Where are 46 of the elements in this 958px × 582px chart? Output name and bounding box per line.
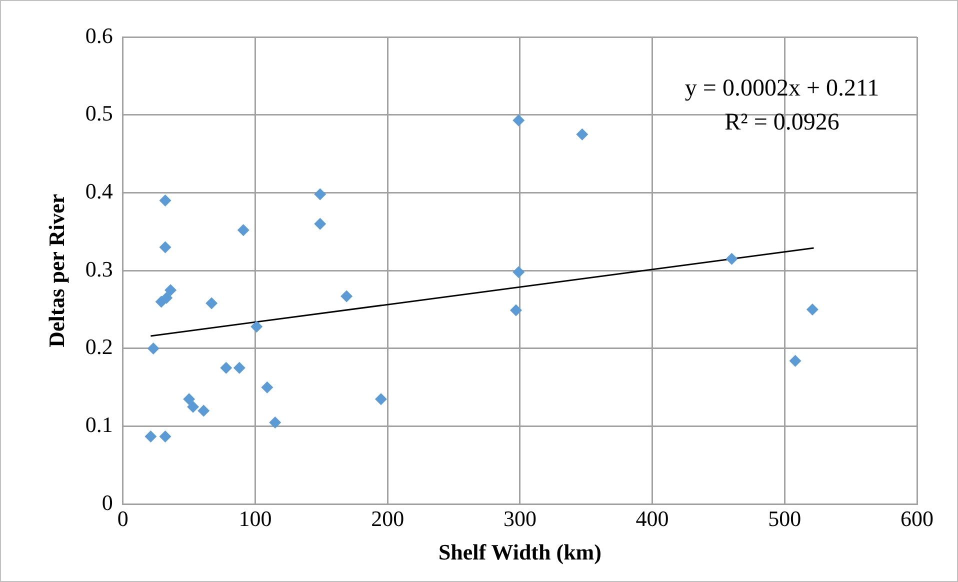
point — [374, 393, 387, 406]
point — [269, 416, 282, 428]
point — [159, 194, 172, 207]
point — [512, 266, 525, 278]
point — [159, 241, 172, 254]
x-tick-label: 200 — [371, 506, 404, 532]
point — [789, 354, 802, 367]
x-tick-label: 400 — [636, 506, 669, 532]
x-axis-title: Shelf Width (km) — [438, 539, 602, 564]
y-tick-label: 0 — [102, 490, 113, 515]
x-tick-label: 500 — [768, 506, 802, 532]
point — [314, 188, 326, 200]
point — [314, 218, 326, 230]
x-tick-label: 300 — [503, 506, 536, 532]
y-tick-label: 0.2 — [85, 334, 113, 360]
y-tick-label: 0.4 — [85, 178, 113, 204]
point — [250, 320, 263, 333]
point — [183, 393, 196, 406]
point — [198, 404, 210, 417]
annotation: R² = 0.0926 — [724, 109, 840, 136]
x-tick-label: 0 — [117, 506, 128, 532]
y-axis-title: Deltas per River — [44, 194, 69, 348]
point — [576, 128, 588, 140]
point — [187, 400, 200, 413]
point — [233, 362, 246, 374]
point — [510, 304, 522, 316]
point — [806, 304, 818, 316]
point — [237, 224, 250, 236]
point — [164, 284, 177, 296]
point — [340, 290, 353, 302]
y-tick-label: 0.3 — [85, 256, 113, 282]
point — [220, 362, 232, 374]
point — [144, 430, 157, 442]
point — [206, 297, 218, 310]
point — [261, 381, 274, 394]
point — [512, 114, 525, 126]
point — [726, 252, 738, 265]
x-tick-label: 100 — [238, 506, 272, 532]
point — [159, 430, 172, 442]
y-tick-label: 0.5 — [85, 100, 113, 126]
point — [160, 292, 173, 304]
x-tick-label: 600 — [900, 506, 934, 532]
y-tick-label: 0.6 — [85, 22, 113, 48]
point — [147, 342, 160, 354]
y-tick-label: 0.1 — [85, 412, 113, 438]
annotation: y = 0.0002x + 0.211 — [684, 75, 880, 102]
